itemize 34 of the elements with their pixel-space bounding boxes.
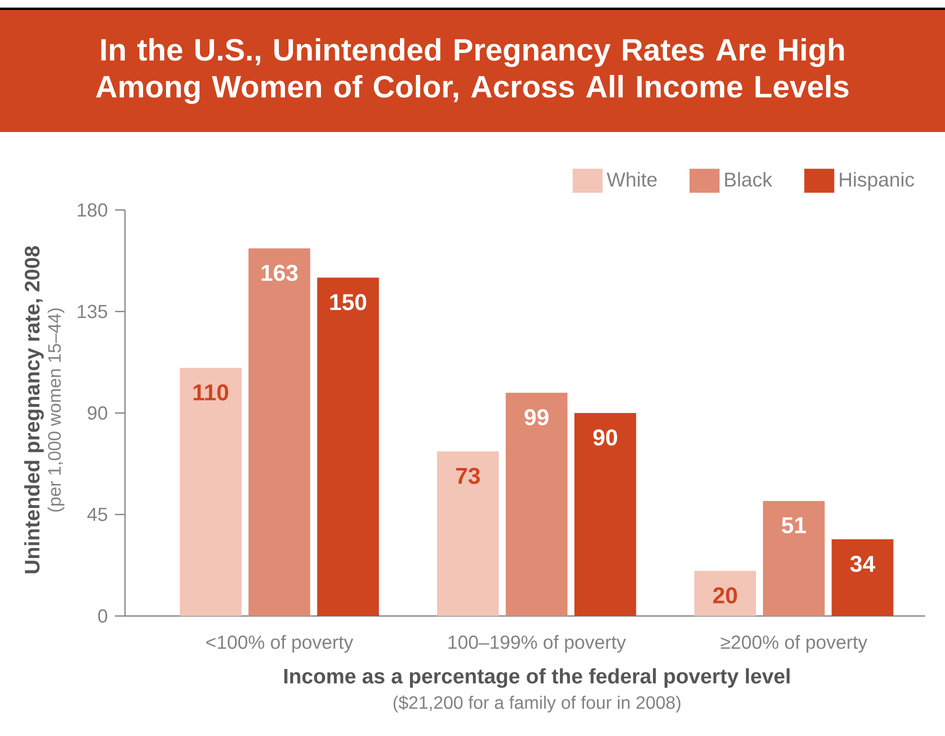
bar (832, 539, 894, 616)
x-tick-label: 100–199% of poverty (448, 635, 626, 653)
data-label: 110 (194, 384, 228, 400)
data-label: 20 (713, 587, 737, 604)
bar (180, 368, 242, 616)
data-label: 73 (456, 468, 480, 484)
x-tick-label: ≥200% of poverty (720, 635, 868, 653)
y-tick-label: 45 (87, 508, 108, 522)
y-tick-label: 90 (88, 406, 108, 420)
legend-label: White (606, 172, 657, 187)
y-tick-label: 180 (78, 203, 108, 217)
data-label: 99 (524, 409, 548, 426)
text: (per 1,000 women 15–44) (48, 308, 64, 512)
data-label: 90 (593, 429, 618, 446)
bar (317, 278, 379, 616)
data-label: 163 (262, 264, 298, 281)
bar (694, 570, 756, 616)
bar (762, 500, 825, 616)
legend-label: Black (725, 172, 772, 187)
data-label: 150 (330, 294, 366, 310)
data-label: 51 (782, 517, 806, 534)
bar (574, 412, 636, 616)
legend-label: Hispanic (840, 172, 914, 191)
text: ($21,200 for a family of four in 2008) (394, 695, 680, 712)
chart-title: In the U.S., Unintended Pregnancy Rates Are High Among Women of Color, Across All Income Levels (96, 38, 848, 104)
data-label: 34 (850, 556, 876, 572)
y-tick-label: 0 (98, 609, 108, 623)
x-axis-title: Income as a percentage of the federal poverty level (284, 668, 790, 688)
bar (248, 248, 310, 616)
bar (506, 392, 568, 616)
y-tick-label: 135 (78, 304, 108, 318)
bar (437, 451, 499, 616)
x-tick-label: <100% of poverty (206, 635, 354, 653)
y-axis-title: Unintended pregnancy rate, 2008 (24, 246, 44, 574)
